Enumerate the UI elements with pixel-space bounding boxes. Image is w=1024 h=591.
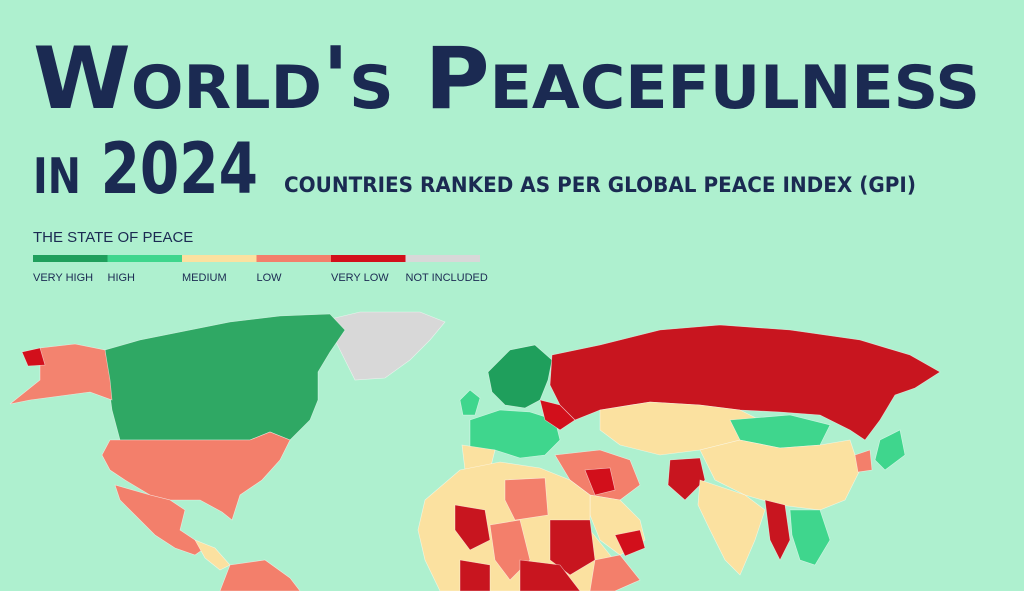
canada xyxy=(104,313,346,441)
south-america xyxy=(219,559,301,591)
legend: VERY HIGH HIGH MEDIUM LOW VERY LOW NOT INCLUD… xyxy=(33,255,488,284)
central-america xyxy=(194,539,231,571)
title-line2: in 2024 xyxy=(33,128,258,210)
legend-swatch xyxy=(182,255,257,262)
legend-swatch xyxy=(33,255,108,262)
russia xyxy=(549,324,941,441)
russia-east xyxy=(21,347,46,367)
subtitle: COUNTRIES RANKED AS PER GLOBAL PEACE IND… xyxy=(284,173,916,197)
legend-title: THE STATE OF PEACE xyxy=(33,229,193,246)
china xyxy=(699,439,861,511)
korea xyxy=(854,449,873,473)
horn-of-africa xyxy=(589,554,641,591)
alaska xyxy=(9,343,113,405)
japan xyxy=(874,429,906,471)
afghanistan xyxy=(667,457,706,501)
uk-ireland xyxy=(459,389,481,416)
legend-swatch xyxy=(107,255,182,262)
legend-swatch xyxy=(405,255,480,262)
india xyxy=(697,479,766,576)
greenland xyxy=(317,311,446,381)
legend-label: MEDIUM xyxy=(182,272,227,284)
southeast-asia xyxy=(789,509,831,566)
legend-label: HIGH xyxy=(108,272,136,284)
legend-label: VERY HIGH xyxy=(33,272,93,284)
legend-label: NOT INCLUDED xyxy=(406,272,488,284)
sudan xyxy=(549,519,596,576)
title: World's Peacefulness xyxy=(33,29,980,129)
ukraine xyxy=(539,399,576,431)
yemen xyxy=(614,529,646,557)
scandinavia xyxy=(487,344,553,409)
legend-swatch xyxy=(331,255,406,262)
united-states xyxy=(101,431,291,521)
legend-label: LOW xyxy=(257,272,283,284)
libya xyxy=(504,477,549,521)
legend-swatch xyxy=(256,255,331,262)
myanmar xyxy=(764,499,791,561)
world-map xyxy=(9,311,941,591)
central-africa xyxy=(519,559,581,591)
nigeria xyxy=(459,559,491,591)
mali xyxy=(454,504,491,551)
legend-label: VERY LOW xyxy=(331,272,389,284)
syria-iraq xyxy=(584,467,616,496)
